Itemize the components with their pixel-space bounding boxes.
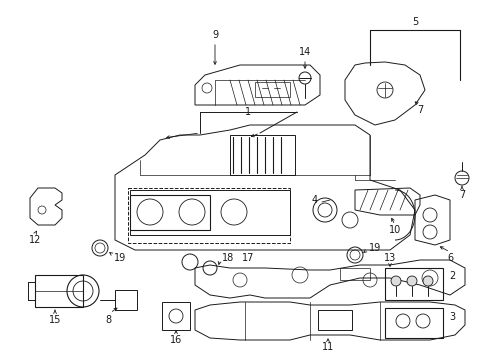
Text: 10: 10: [388, 225, 400, 235]
Text: 9: 9: [211, 30, 218, 40]
Bar: [317, 310, 351, 330]
Circle shape: [390, 276, 400, 286]
Text: 1: 1: [244, 107, 250, 117]
Text: 6: 6: [446, 253, 452, 263]
Bar: [384, 268, 442, 300]
Bar: [130, 190, 289, 235]
Bar: [128, 188, 289, 243]
Text: 7: 7: [458, 190, 464, 200]
Text: 5: 5: [411, 17, 417, 27]
Text: 2: 2: [448, 271, 454, 281]
Text: 13: 13: [383, 253, 395, 263]
Text: 17: 17: [242, 253, 254, 263]
Text: 11: 11: [321, 342, 333, 352]
Bar: [35, 275, 83, 307]
Bar: [115, 290, 137, 310]
Bar: [339, 268, 369, 280]
Bar: [254, 82, 289, 97]
Bar: [162, 302, 190, 330]
Text: 3: 3: [448, 312, 454, 322]
Bar: [384, 308, 442, 338]
Circle shape: [406, 276, 416, 286]
Bar: [229, 135, 294, 175]
Text: 15: 15: [49, 315, 61, 325]
Circle shape: [422, 276, 432, 286]
Bar: [130, 195, 209, 230]
Text: 19: 19: [114, 253, 126, 263]
Text: 12: 12: [29, 235, 41, 245]
Text: 16: 16: [169, 335, 182, 345]
Text: 4: 4: [311, 195, 317, 205]
Text: 19: 19: [368, 243, 380, 253]
Text: 7: 7: [416, 105, 422, 115]
Text: 8: 8: [105, 315, 111, 325]
Text: 14: 14: [298, 47, 310, 57]
Text: 18: 18: [222, 253, 234, 263]
